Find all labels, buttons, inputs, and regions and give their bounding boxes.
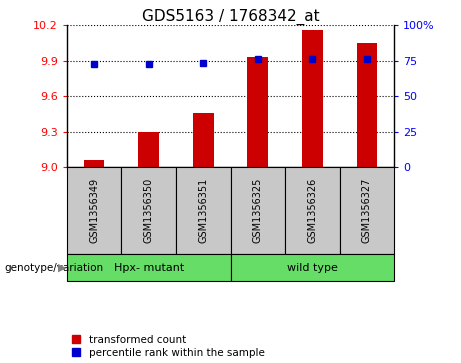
Text: Hpx- mutant: Hpx- mutant	[113, 263, 184, 273]
Text: GSM1356325: GSM1356325	[253, 178, 263, 243]
Bar	[302, 30, 323, 167]
FancyBboxPatch shape	[176, 167, 230, 254]
Bar	[248, 57, 268, 167]
FancyBboxPatch shape	[285, 167, 340, 254]
Text: GDS5163 / 1768342_at: GDS5163 / 1768342_at	[142, 9, 319, 25]
Text: GSM1356326: GSM1356326	[307, 178, 317, 243]
FancyBboxPatch shape	[230, 254, 394, 281]
Text: ▶: ▶	[58, 263, 66, 273]
FancyBboxPatch shape	[67, 254, 230, 281]
Bar	[193, 113, 213, 167]
FancyBboxPatch shape	[340, 167, 394, 254]
Text: GSM1356350: GSM1356350	[144, 178, 154, 243]
Bar	[138, 131, 159, 167]
Legend: transformed count, percentile rank within the sample: transformed count, percentile rank withi…	[72, 335, 265, 358]
Text: wild type: wild type	[287, 263, 338, 273]
Text: GSM1356327: GSM1356327	[362, 178, 372, 243]
Bar	[84, 160, 105, 167]
FancyBboxPatch shape	[121, 167, 176, 254]
FancyBboxPatch shape	[67, 167, 121, 254]
FancyBboxPatch shape	[230, 167, 285, 254]
Bar	[356, 43, 377, 167]
Text: GSM1356351: GSM1356351	[198, 178, 208, 243]
Text: GSM1356349: GSM1356349	[89, 178, 99, 243]
Text: genotype/variation: genotype/variation	[5, 263, 104, 273]
